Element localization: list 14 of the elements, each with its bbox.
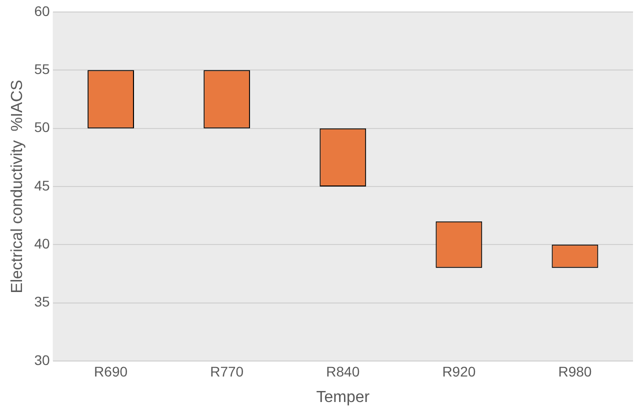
x-axis-title: Temper	[316, 388, 370, 406]
x-tick-label: R770	[210, 363, 244, 380]
x-tick-label: R980	[558, 363, 592, 380]
x-tick-label: R690	[94, 363, 128, 380]
y-axis-title: Electrical conductivity %IACS	[9, 80, 26, 294]
y-tick-label: 60	[34, 2, 50, 19]
x-tick-label: R840	[326, 363, 360, 380]
y-tick-label: 50	[34, 119, 50, 136]
x-tick-label: R920	[442, 363, 476, 380]
y-tick-label: 55	[34, 61, 50, 78]
y-tick-label: 35	[34, 294, 50, 310]
y-tick-label: 45	[34, 177, 50, 194]
y-tick-label: 30	[34, 352, 50, 368]
y-tick-label: 40	[34, 236, 50, 252]
